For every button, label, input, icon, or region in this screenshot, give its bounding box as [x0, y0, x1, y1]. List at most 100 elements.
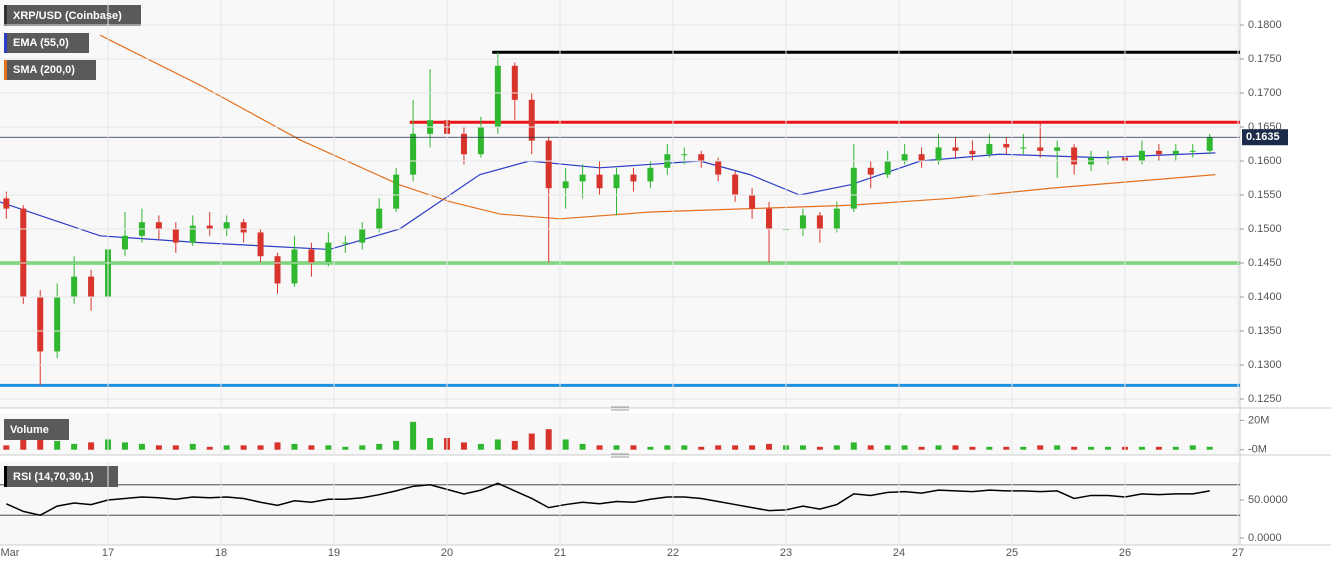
x-tick-label: 24 — [893, 547, 905, 559]
volume-bar — [766, 443, 773, 450]
candle-body — [376, 208, 383, 230]
candle-body — [71, 276, 78, 298]
candle-body — [715, 161, 722, 175]
candle-body — [1155, 150, 1162, 155]
volume-bar — [833, 445, 840, 450]
volume-bar — [698, 446, 705, 450]
candle-body — [189, 225, 196, 243]
y-tick-label: 0.1800 — [1248, 19, 1282, 31]
candle-body — [749, 195, 756, 209]
candle-body — [935, 147, 942, 162]
volume-bar — [579, 443, 586, 450]
x-tick-label: 18 — [215, 547, 227, 559]
volume-bar — [494, 439, 501, 450]
candle-body — [681, 154, 688, 156]
volume-bar — [88, 442, 95, 450]
y-tick-label: 0.1250 — [1248, 393, 1282, 405]
candle-body — [528, 99, 535, 141]
y-tick-label: 0.1550 — [1248, 189, 1282, 201]
candle-body — [901, 154, 908, 162]
y-tick-label: 50.0000 — [1248, 494, 1288, 506]
volume-bar — [1088, 446, 1095, 450]
volume-bar — [121, 442, 128, 450]
candle-body — [274, 256, 281, 284]
legend-swatch — [4, 466, 7, 487]
candle-body — [1172, 150, 1179, 155]
candle-body — [477, 127, 484, 155]
volume-bar — [1037, 445, 1044, 450]
volume-bar — [1138, 446, 1145, 450]
volume-bar — [189, 443, 196, 450]
volume-bar — [223, 445, 230, 450]
x-tick-label: 27 — [1232, 547, 1244, 559]
volume-bar — [647, 446, 654, 450]
candle-body — [867, 167, 874, 175]
candle-body — [986, 144, 993, 155]
volume-bar — [935, 445, 942, 450]
candle-body — [545, 140, 552, 189]
y-tick-label: 0.1600 — [1248, 155, 1282, 167]
volume-bar — [155, 445, 162, 450]
volume-bar — [54, 440, 61, 450]
x-tick-label: 19 — [328, 547, 340, 559]
volume-bar — [986, 446, 993, 450]
rsi-line — [6, 482, 1210, 516]
candle-body — [613, 174, 620, 189]
x-tick-label: 20 — [441, 547, 453, 559]
candle-body — [325, 242, 332, 264]
y-tick-label: 0.1500 — [1248, 223, 1282, 235]
volume-bar — [1155, 446, 1162, 450]
x-tick-label: 22 — [667, 547, 679, 559]
volume-bar — [715, 445, 722, 450]
candle-body — [698, 154, 705, 162]
legend-title: XRP/USD (Coinbase) — [13, 10, 122, 22]
candle-body — [37, 297, 44, 352]
x-tick-label: 21 — [554, 547, 566, 559]
volume-bar — [749, 445, 756, 450]
volume-bar — [562, 439, 569, 450]
candle-body — [20, 208, 27, 298]
candle-body — [1138, 150, 1145, 162]
volume-bar — [918, 446, 925, 450]
volume-bar — [596, 445, 603, 450]
panel-title: RSI (14,70,30,1) — [13, 471, 94, 483]
volume-bar — [410, 421, 417, 450]
volume-bar — [291, 443, 298, 450]
volume-bar — [901, 445, 908, 450]
candle-body — [1071, 147, 1078, 165]
legend: XRP/USD (Coinbase) EMA (55,0) SMA (200,0… — [4, 5, 141, 487]
y-tick-label: 0.1350 — [1248, 325, 1282, 337]
candle-body — [816, 215, 823, 230]
volume-bar — [969, 446, 976, 450]
indicator-line — [0, 152, 1216, 251]
volume-bar — [1172, 446, 1179, 450]
volume-bar — [681, 445, 688, 450]
rsi-panel — [0, 462, 1240, 545]
legend-box — [4, 466, 118, 487]
legend-box — [4, 5, 141, 26]
candle-body — [969, 150, 976, 155]
volume-bar — [342, 446, 349, 450]
candle-body — [952, 147, 959, 151]
volume-bar — [460, 442, 467, 450]
candle-body — [850, 167, 857, 209]
legend-swatch — [4, 5, 7, 26]
legend-box — [4, 419, 69, 440]
volume-bar — [528, 433, 535, 450]
candle-body — [121, 235, 128, 250]
volume-bar — [325, 445, 332, 450]
resize-handle[interactable] — [611, 406, 629, 458]
volume-bar — [1071, 446, 1078, 450]
volume-bar — [427, 437, 434, 450]
candle-body — [494, 65, 501, 128]
y-tick-label: -0M — [1248, 444, 1267, 456]
volume-bar — [240, 445, 247, 450]
legend-entry: EMA (55,0) — [13, 37, 69, 49]
x-tick-label: 26 — [1119, 547, 1131, 559]
candle-body — [393, 174, 400, 209]
legend-box — [4, 60, 96, 80]
volume-bar — [172, 445, 179, 450]
candle-body — [732, 174, 739, 196]
y-tick-label: 0.1700 — [1248, 87, 1282, 99]
